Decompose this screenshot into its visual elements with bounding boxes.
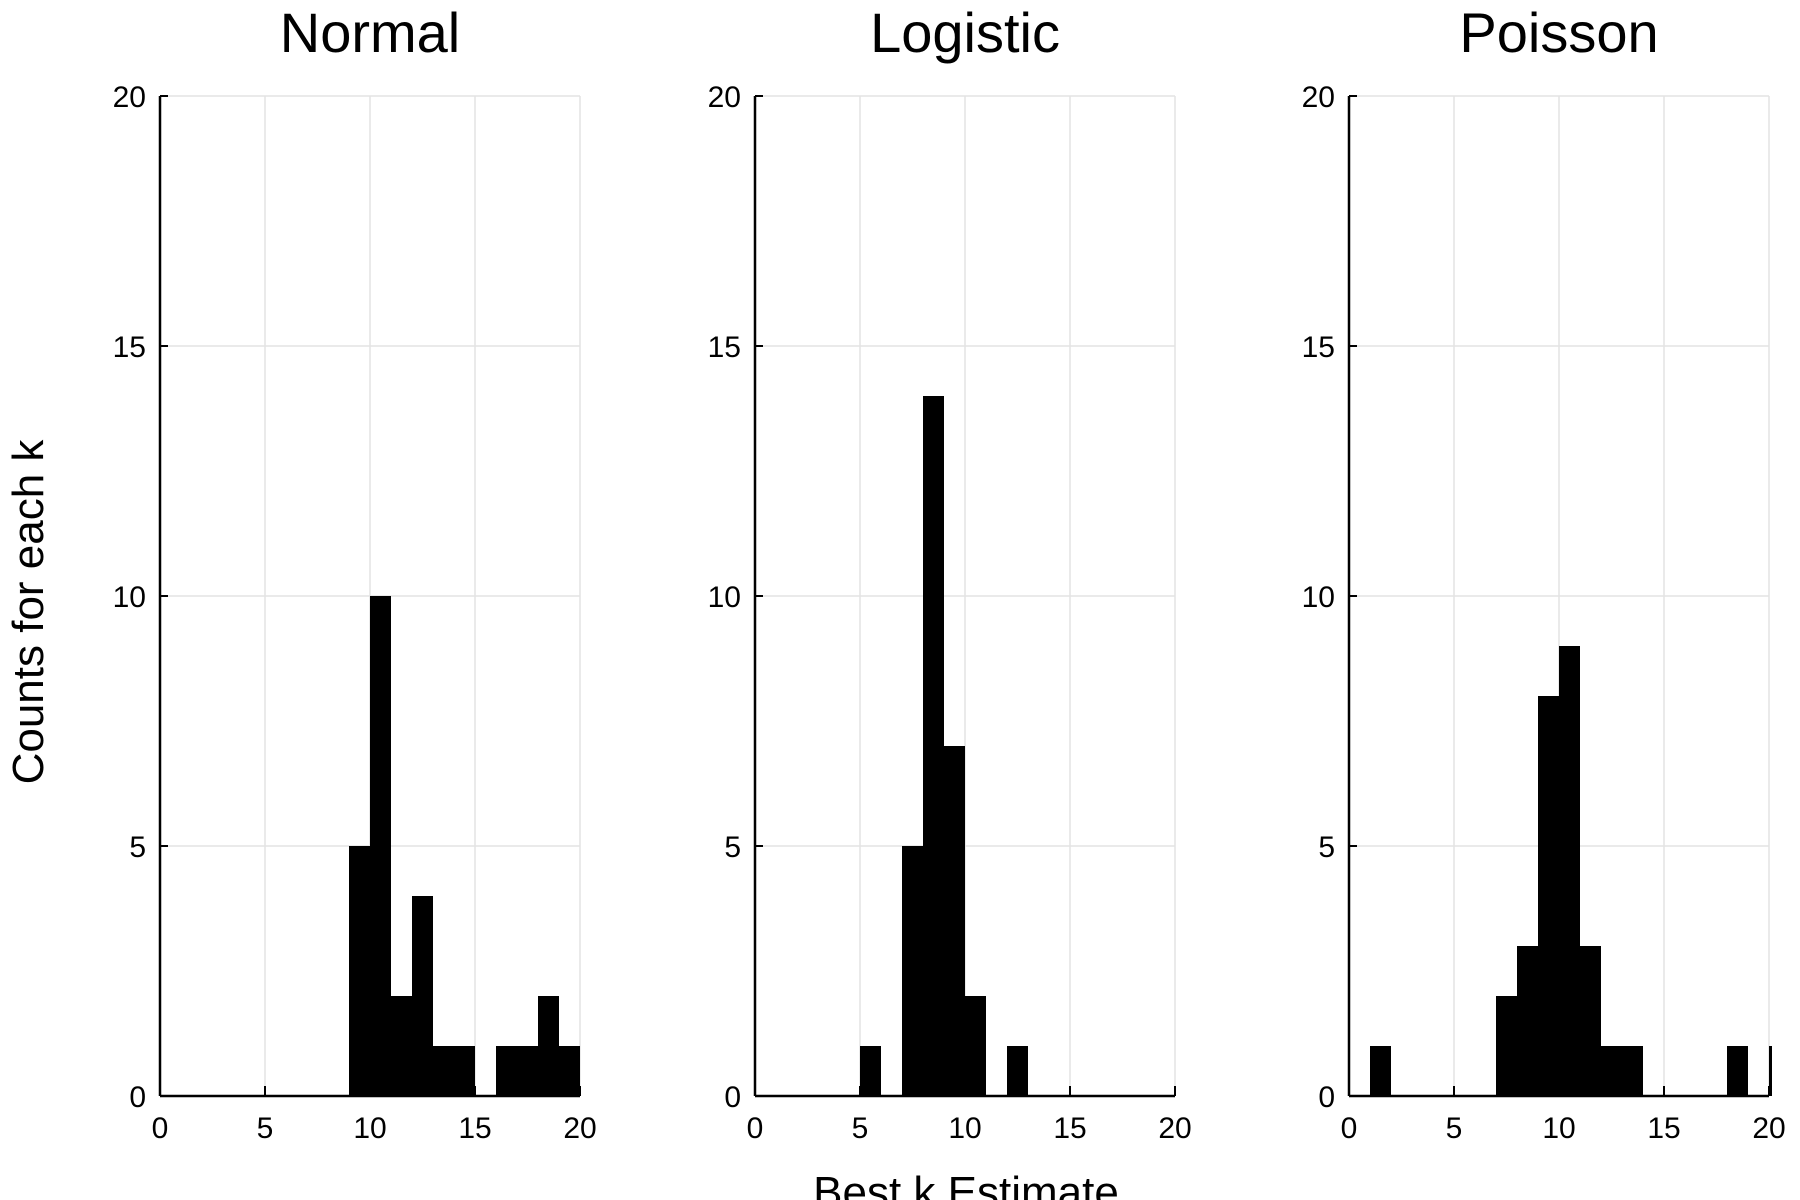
histogram-bar bbox=[538, 996, 559, 1096]
y-tick-label: 15 bbox=[113, 331, 146, 364]
histogram-bar bbox=[1601, 1046, 1622, 1096]
panel-poisson: 0 5 10 15 20 0 5 10 15 20 Poisson bbox=[1302, 1, 1786, 1145]
histogram-bar bbox=[1559, 646, 1580, 1096]
y-tick-label: 5 bbox=[129, 831, 146, 864]
histogram-bar bbox=[965, 996, 986, 1096]
y-tick-label: 0 bbox=[1318, 1081, 1335, 1114]
histogram-bar bbox=[902, 846, 923, 1096]
histogram-bar bbox=[412, 896, 433, 1096]
panel-title: Normal bbox=[280, 1, 460, 64]
x-tick-label: 5 bbox=[852, 1112, 869, 1145]
y-tick-label: 5 bbox=[724, 831, 741, 864]
x-tick-label: 15 bbox=[1053, 1112, 1086, 1145]
x-tick-label: 10 bbox=[1542, 1112, 1575, 1145]
x-tick-label: 0 bbox=[1341, 1112, 1358, 1145]
histogram-bar bbox=[1007, 1046, 1028, 1096]
panel-normal: 0 5 10 15 20 0 5 10 15 20 Normal bbox=[113, 1, 597, 1145]
y-tick-label: 5 bbox=[1318, 831, 1335, 864]
x-tick-label: 0 bbox=[152, 1112, 169, 1145]
histogram-bar bbox=[517, 1046, 538, 1096]
histogram-bar bbox=[1727, 1046, 1748, 1096]
histogram-bar bbox=[559, 1046, 580, 1096]
x-tick-label: 5 bbox=[257, 1112, 274, 1145]
x-tick-label: 20 bbox=[1158, 1112, 1191, 1145]
y-axis-label: Counts for each k bbox=[4, 439, 53, 785]
x-tick-label: 15 bbox=[1647, 1112, 1680, 1145]
panel-title: Logistic bbox=[870, 1, 1060, 64]
histogram-bar bbox=[370, 596, 391, 1096]
y-tick-label: 15 bbox=[708, 331, 741, 364]
panel-title: Poisson bbox=[1459, 1, 1658, 64]
histogram-bar bbox=[1622, 1046, 1643, 1096]
histogram-bar bbox=[454, 1046, 475, 1096]
panel-logistic: 0 5 10 15 20 0 5 10 15 20 Logistic bbox=[708, 1, 1192, 1145]
histogram-bar bbox=[391, 996, 412, 1096]
x-tick-label: 20 bbox=[1752, 1112, 1785, 1145]
x-tick-label: 10 bbox=[353, 1112, 386, 1145]
x-tick-label: 0 bbox=[747, 1112, 764, 1145]
histogram-bar bbox=[1370, 1046, 1391, 1096]
x-tick-label: 20 bbox=[563, 1112, 596, 1145]
y-tick-label: 15 bbox=[1302, 331, 1335, 364]
histogram-bar bbox=[496, 1046, 517, 1096]
x-tick-label: 5 bbox=[1446, 1112, 1463, 1145]
y-tick-label: 10 bbox=[113, 581, 146, 614]
histogram-bar bbox=[1538, 696, 1559, 1096]
histogram-bar bbox=[944, 746, 965, 1096]
y-tick-label: 20 bbox=[113, 81, 146, 114]
histogram-bar bbox=[860, 1046, 881, 1096]
y-tick-label: 0 bbox=[129, 1081, 146, 1114]
panels-group: 0 5 10 15 20 0 5 10 15 20 Normal 0 5 10 15 20 0 5 10 15 20 Lo… bbox=[113, 1, 1786, 1145]
x-tick-label: 10 bbox=[948, 1112, 981, 1145]
histogram-bar bbox=[433, 1046, 454, 1096]
x-tick-label: 15 bbox=[458, 1112, 491, 1145]
y-tick-label: 20 bbox=[1302, 81, 1335, 114]
histogram-bar bbox=[1496, 996, 1517, 1096]
histogram-bar bbox=[1769, 1046, 1772, 1096]
histogram-bar bbox=[349, 846, 370, 1096]
y-tick-label: 10 bbox=[1302, 581, 1335, 614]
x-axis-label: Best k Estimate bbox=[813, 1168, 1119, 1200]
histogram-bar bbox=[1517, 946, 1538, 1096]
histogram-bar bbox=[923, 396, 944, 1096]
histogram-bar bbox=[1580, 946, 1601, 1096]
y-tick-label: 20 bbox=[708, 81, 741, 114]
y-tick-label: 0 bbox=[724, 1081, 741, 1114]
y-tick-label: 10 bbox=[708, 581, 741, 614]
